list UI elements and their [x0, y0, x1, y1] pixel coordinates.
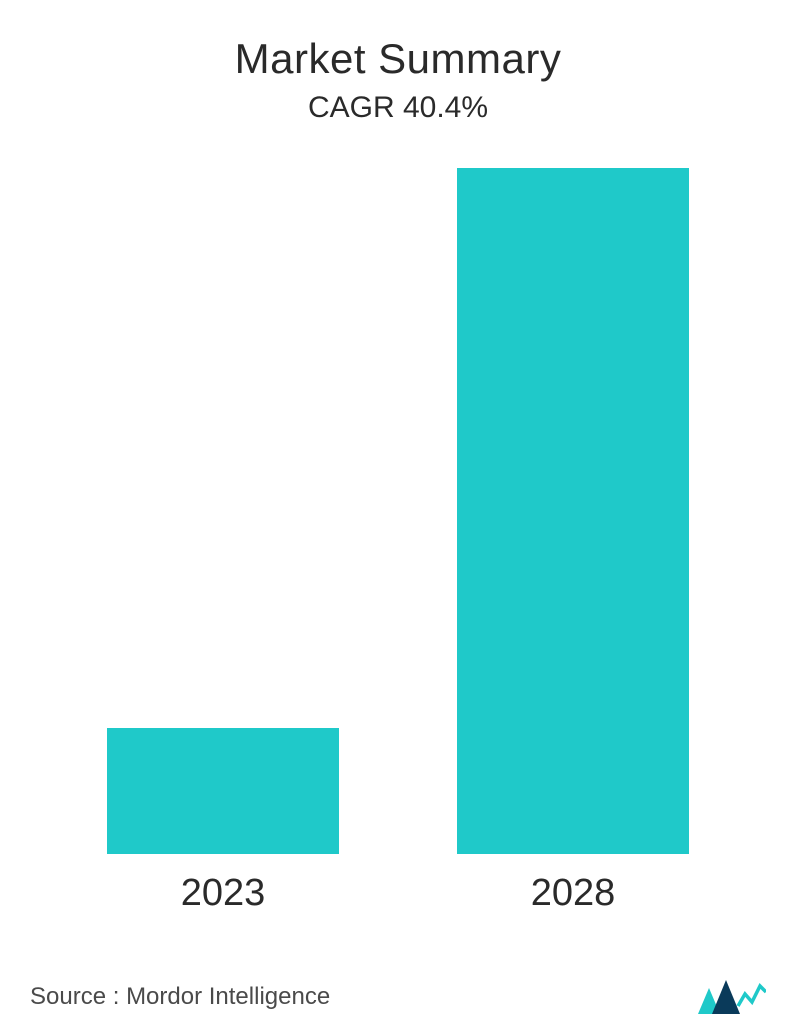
source-name: Mordor Intelligence [126, 983, 330, 1010]
bar-group-0: 2023 [103, 728, 343, 915]
chart-subtitle: CAGR 40.4% [0, 91, 796, 125]
bars-area: 2023 2028 [48, 185, 748, 915]
bar-label-0: 2023 [181, 872, 266, 915]
brand-logo-icon [698, 980, 766, 1014]
source-label: Source : [30, 983, 119, 1010]
source-text: Source : Mordor Intelligence [30, 983, 330, 1011]
footer: Source : Mordor Intelligence [0, 980, 796, 1014]
bar-1 [457, 168, 689, 854]
bar-group-1: 2028 [453, 168, 693, 915]
chart-container: Market Summary CAGR 40.4% 2023 2028 Sour… [0, 0, 796, 1034]
chart-title: Market Summary [0, 35, 796, 83]
bar-0 [107, 728, 339, 854]
bar-label-1: 2028 [531, 872, 616, 915]
